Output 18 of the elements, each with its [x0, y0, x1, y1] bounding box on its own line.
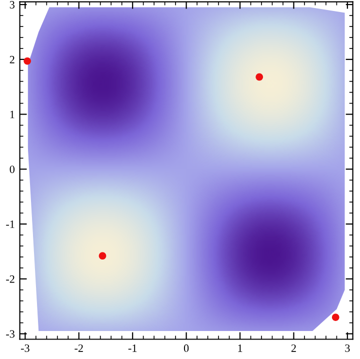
y-tick-label: -2	[6, 275, 14, 283]
y-tick-label: 2	[10, 56, 14, 64]
x-tick-label: 3	[345, 344, 350, 352]
x-tick-label: 2	[291, 344, 296, 352]
x-tick-label: -2	[74, 344, 83, 352]
point	[256, 73, 264, 81]
y-tick-label: 1	[10, 110, 14, 118]
x-tick-label: 0	[184, 344, 189, 352]
x-tick-label: -1	[128, 344, 137, 352]
y-tick-label: 0	[10, 166, 15, 174]
y-tick-label: -3	[6, 330, 15, 338]
x-tick-label: -3	[20, 344, 30, 352]
point	[24, 57, 31, 65]
point	[332, 314, 340, 321]
x-tick-label: 1	[238, 344, 242, 352]
point	[98, 252, 106, 260]
y-tick-label: 3	[10, 1, 15, 9]
y-tick-label: -1	[6, 220, 14, 228]
